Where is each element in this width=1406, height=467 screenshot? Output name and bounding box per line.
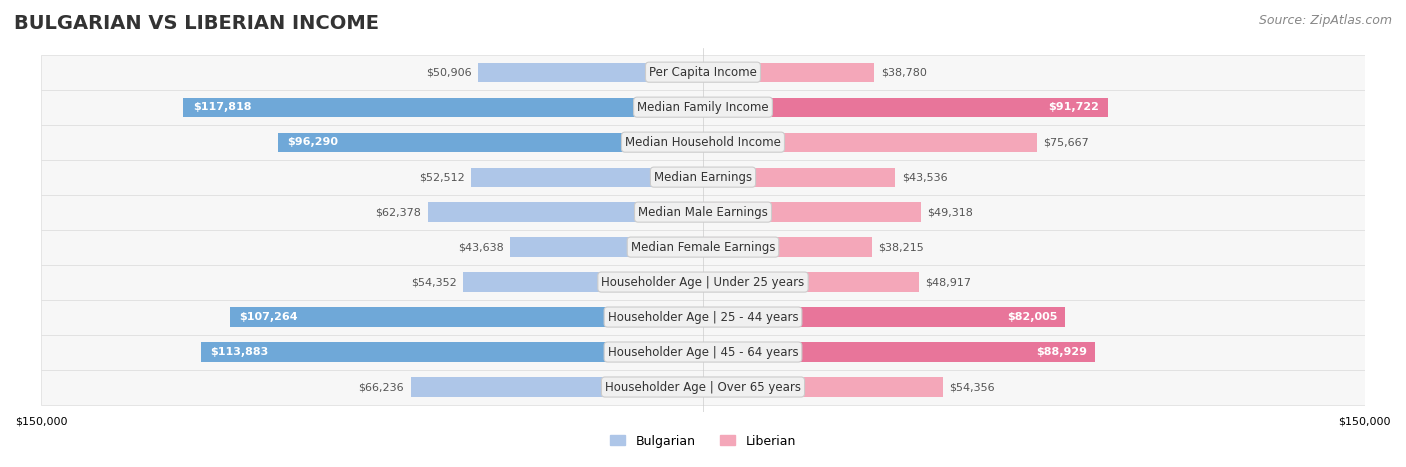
Bar <box>229 307 703 327</box>
Bar <box>41 55 1365 90</box>
Text: Per Capita Income: Per Capita Income <box>650 66 756 78</box>
Text: $117,818: $117,818 <box>194 102 252 112</box>
Bar <box>41 160 1365 195</box>
Text: $50,906: $50,906 <box>426 67 472 77</box>
Text: $96,290: $96,290 <box>287 137 337 147</box>
Bar <box>41 265 1365 299</box>
Text: $91,722: $91,722 <box>1049 102 1099 112</box>
Bar <box>703 307 1064 327</box>
Text: $43,638: $43,638 <box>458 242 503 252</box>
Bar <box>703 133 1036 152</box>
Text: Source: ZipAtlas.com: Source: ZipAtlas.com <box>1258 14 1392 27</box>
Text: Median Earnings: Median Earnings <box>654 170 752 184</box>
Bar <box>201 342 703 361</box>
Text: $88,929: $88,929 <box>1036 347 1087 357</box>
Text: $43,536: $43,536 <box>901 172 948 182</box>
Text: $62,378: $62,378 <box>375 207 422 217</box>
Bar <box>41 125 1365 160</box>
Bar <box>703 342 1095 361</box>
Text: Householder Age | Over 65 years: Householder Age | Over 65 years <box>605 381 801 394</box>
Bar <box>41 334 1365 369</box>
Text: $49,318: $49,318 <box>927 207 973 217</box>
Text: $38,215: $38,215 <box>879 242 924 252</box>
Bar <box>703 203 921 222</box>
Bar <box>41 230 1365 265</box>
Bar <box>41 90 1365 125</box>
Bar <box>510 237 703 257</box>
Bar <box>703 98 1108 117</box>
Text: Householder Age | 45 - 64 years: Householder Age | 45 - 64 years <box>607 346 799 359</box>
Text: Median Female Earnings: Median Female Earnings <box>631 241 775 254</box>
Text: $75,667: $75,667 <box>1043 137 1090 147</box>
Bar <box>41 299 1365 334</box>
Bar <box>278 133 703 152</box>
Text: Median Family Income: Median Family Income <box>637 101 769 113</box>
Bar <box>703 168 896 187</box>
Text: $54,352: $54,352 <box>411 277 457 287</box>
Text: $54,356: $54,356 <box>949 382 995 392</box>
Bar <box>703 272 918 292</box>
Bar <box>427 203 703 222</box>
Text: $66,236: $66,236 <box>359 382 404 392</box>
Text: Median Household Income: Median Household Income <box>626 135 780 149</box>
Bar <box>703 377 943 396</box>
Bar <box>478 63 703 82</box>
Text: $52,512: $52,512 <box>419 172 465 182</box>
Bar <box>41 195 1365 230</box>
Bar <box>41 369 1365 404</box>
Text: Median Male Earnings: Median Male Earnings <box>638 205 768 219</box>
Bar <box>471 168 703 187</box>
Text: Householder Age | 25 - 44 years: Householder Age | 25 - 44 years <box>607 311 799 324</box>
Legend: Bulgarian, Liberian: Bulgarian, Liberian <box>606 430 800 453</box>
Text: $48,917: $48,917 <box>925 277 972 287</box>
Text: $38,780: $38,780 <box>880 67 927 77</box>
Text: BULGARIAN VS LIBERIAN INCOME: BULGARIAN VS LIBERIAN INCOME <box>14 14 380 33</box>
Text: $107,264: $107,264 <box>239 312 298 322</box>
Text: $82,005: $82,005 <box>1007 312 1057 322</box>
Bar <box>463 272 703 292</box>
Text: Householder Age | Under 25 years: Householder Age | Under 25 years <box>602 276 804 289</box>
Bar <box>703 237 872 257</box>
Bar <box>703 63 875 82</box>
Bar <box>411 377 703 396</box>
Bar <box>183 98 703 117</box>
Text: $113,883: $113,883 <box>211 347 269 357</box>
